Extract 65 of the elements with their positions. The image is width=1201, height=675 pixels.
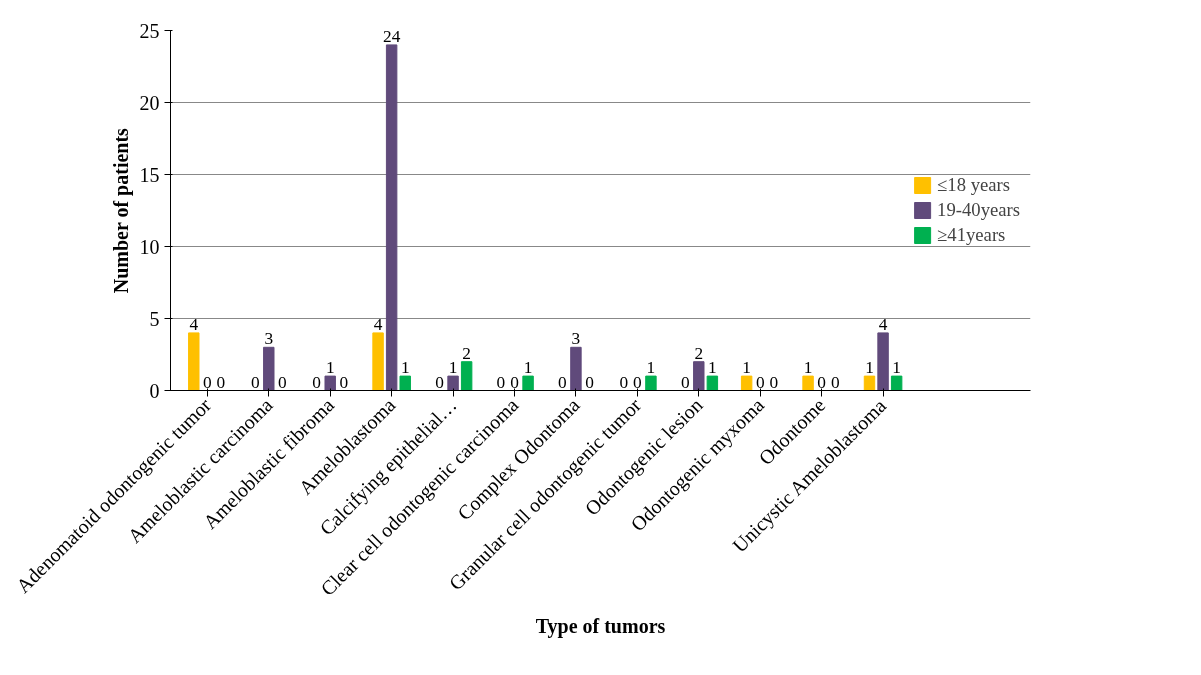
legend-label: ≤18 years xyxy=(937,174,1011,196)
bar xyxy=(460,361,473,391)
data-label: 0 xyxy=(203,372,212,392)
data-label: 24 xyxy=(382,26,401,46)
y-tick-label: 0 xyxy=(149,379,160,402)
data-label: 4 xyxy=(373,314,383,334)
y-tick-label: 15 xyxy=(139,163,160,186)
legend-label: 19-40years xyxy=(937,199,1020,221)
y-tick-label: 10 xyxy=(139,235,160,258)
y-tick-label: 20 xyxy=(139,91,160,114)
y-tick-label: 25 xyxy=(139,19,160,42)
bar xyxy=(324,375,336,391)
data-label: 0 xyxy=(585,372,594,392)
data-label: 0 xyxy=(769,372,779,392)
bar xyxy=(863,375,876,391)
data-label: 1 xyxy=(448,358,458,378)
data-label: 0 xyxy=(250,372,260,392)
data-label: 1 xyxy=(742,358,751,378)
data-label: 0 xyxy=(435,372,444,392)
legend-label: ≥41years xyxy=(937,224,1006,246)
data-label: 3 xyxy=(571,329,581,349)
data-label: 0 xyxy=(830,372,840,392)
bar xyxy=(188,332,200,391)
data-label: 4 xyxy=(878,314,888,334)
data-label: 0 xyxy=(496,372,506,392)
data-label: 1 xyxy=(400,358,410,378)
data-label: 1 xyxy=(523,358,533,378)
data-label: 0 xyxy=(510,372,519,392)
bar xyxy=(385,44,398,391)
bar xyxy=(263,346,275,391)
data-label: 0 xyxy=(278,372,287,392)
data-label: 1 xyxy=(708,358,717,378)
bar xyxy=(740,375,753,391)
bar xyxy=(447,375,459,391)
data-label: 0 xyxy=(680,372,690,392)
bar xyxy=(706,375,719,391)
bar xyxy=(399,375,411,391)
data-label: 2 xyxy=(462,343,471,363)
bar xyxy=(570,346,582,391)
data-label: 0 xyxy=(558,372,567,392)
bar xyxy=(877,332,889,391)
bar xyxy=(645,375,657,391)
data-label: 1 xyxy=(803,358,813,378)
data-label: 0 xyxy=(633,372,642,392)
bar xyxy=(522,375,534,391)
data-label: 0 xyxy=(312,372,321,392)
data-label: 2 xyxy=(694,343,704,363)
bar xyxy=(693,361,705,391)
data-label: 1 xyxy=(325,358,335,378)
data-label: 1 xyxy=(646,358,656,378)
data-label: 1 xyxy=(892,358,901,378)
bar xyxy=(372,332,384,391)
data-label: 1 xyxy=(865,358,874,378)
y-tick-label: 5 xyxy=(149,307,160,330)
data-label: 0 xyxy=(619,372,629,392)
data-label: 0 xyxy=(817,372,826,392)
y-axis-title: Number of patients xyxy=(109,127,133,294)
data-label: 4 xyxy=(189,314,199,334)
x-axis-title: Type of tumors xyxy=(535,615,666,639)
bar xyxy=(890,375,903,391)
data-label: 0 xyxy=(216,372,226,392)
data-label: 0 xyxy=(755,372,765,392)
data-label: 3 xyxy=(264,329,274,349)
bar xyxy=(802,375,814,391)
data-label: 0 xyxy=(339,372,349,392)
